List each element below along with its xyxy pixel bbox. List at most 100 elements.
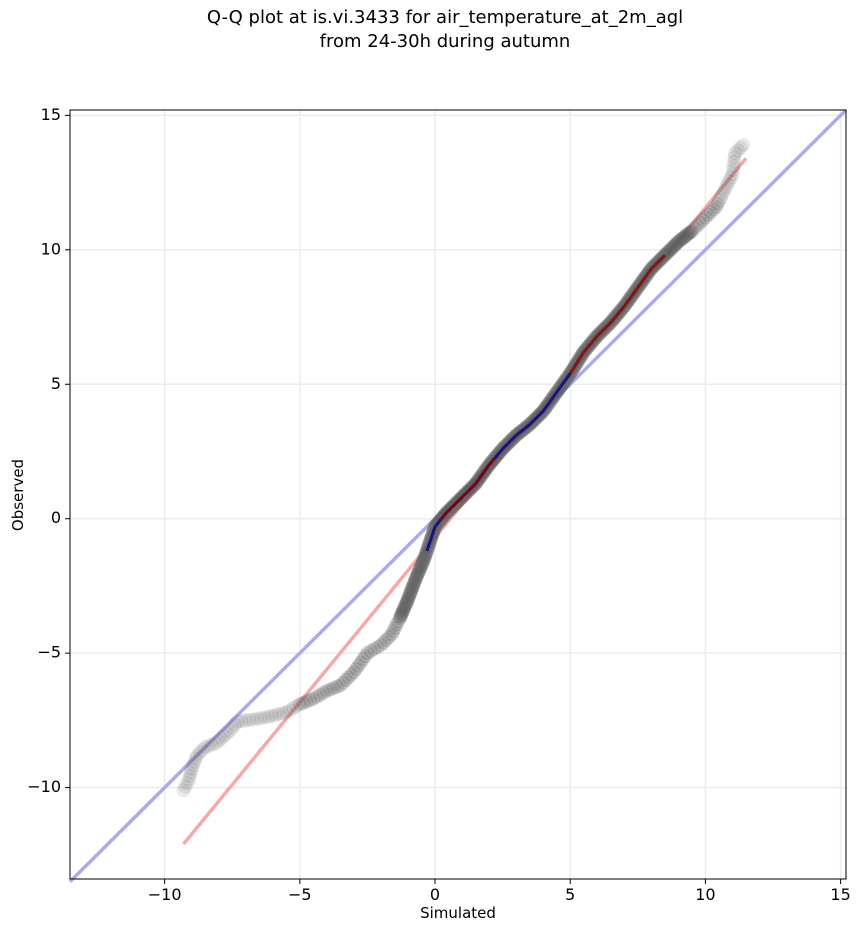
quantile-point: [182, 768, 197, 783]
quantile-point: [726, 158, 741, 173]
quantile-point: [394, 607, 409, 622]
quantile-point: [296, 695, 311, 710]
quantile-point: [710, 196, 725, 211]
quantile-point: [414, 558, 429, 573]
quantile-point: [418, 549, 433, 564]
quantile-point: [397, 600, 412, 615]
quantile-point: [703, 205, 718, 220]
quantile-point: [723, 170, 738, 185]
quantile-point: [672, 233, 687, 248]
quantile-point: [408, 573, 423, 588]
quantile-point: [406, 578, 421, 593]
quantile-point: [668, 237, 683, 252]
quantile-point: [391, 614, 406, 629]
y-tick-label: −10: [27, 777, 61, 796]
quantile-point: [201, 738, 216, 753]
quantile-point: [222, 724, 237, 739]
quantile-point: [414, 557, 429, 572]
chart-title-line-1: Q-Q plot at is.vi.3433 for air_temperatu…: [206, 7, 684, 28]
quantile-point: [416, 554, 431, 569]
quantile-point: [406, 576, 421, 591]
quantile-point: [410, 566, 425, 581]
quantile-point: [417, 550, 432, 565]
quantile-point: [225, 720, 240, 735]
dense-trace-high: [568, 254, 666, 375]
quantile-point: [395, 604, 410, 619]
quantile-point: [338, 673, 353, 688]
quantile-point: [407, 575, 422, 590]
quantile-point: [399, 596, 414, 611]
chart-title-line-2: from 24-30h during autumn: [319, 31, 571, 52]
quantile-point: [674, 232, 689, 247]
quantile-point: [389, 617, 404, 632]
quantile-point: [687, 221, 702, 236]
quantile-point: [715, 186, 730, 201]
quantile-point: [181, 772, 196, 787]
quantile-point: [662, 244, 677, 259]
quantile-point: [413, 560, 428, 575]
quantile-point: [714, 190, 729, 205]
x-tick-label: −10: [148, 885, 182, 904]
quantile-point: [663, 243, 678, 258]
quantile-point: [286, 701, 301, 716]
fit-line: [182, 157, 748, 846]
quantile-point: [690, 218, 705, 233]
quantile-point: [402, 588, 417, 603]
quantile-point: [388, 620, 403, 635]
x-tick-label: 0: [430, 885, 440, 904]
quantile-point: [667, 238, 682, 253]
quantile-point: [367, 642, 382, 657]
quantile-point: [730, 143, 745, 158]
y-tick-label: −5: [37, 643, 61, 662]
quantile-point: [382, 630, 397, 645]
x-tick-label: −5: [288, 885, 312, 904]
quantile-point: [341, 670, 356, 685]
quantile-point: [180, 776, 195, 791]
quantile-point: [178, 779, 193, 794]
quantile-point: [718, 180, 733, 195]
quantile-point: [249, 711, 264, 726]
quantile-point: [680, 227, 695, 242]
quantile-point: [209, 736, 224, 751]
y-tick-label: 15: [41, 105, 61, 124]
quantile-point: [333, 678, 348, 693]
quantile-point: [379, 632, 394, 647]
quantile-point: [678, 229, 693, 244]
quantile-point: [349, 661, 364, 676]
quantile-point: [217, 728, 232, 743]
quantile-point: [246, 712, 261, 727]
quantile-point: [664, 241, 679, 256]
quantile-point: [242, 712, 257, 727]
quantile-point: [684, 223, 699, 238]
quantile-point: [698, 210, 713, 225]
quantile-point: [275, 706, 290, 721]
dense-trace-high: [439, 457, 496, 521]
quantile-point: [392, 611, 407, 626]
quantile-point: [299, 694, 314, 709]
quantile-point: [401, 590, 416, 605]
quantile-point: [183, 765, 198, 780]
quantile-point: [306, 691, 321, 706]
x-tick-label: 5: [565, 885, 575, 904]
quantile-point: [692, 215, 707, 230]
quantile-point: [722, 173, 737, 188]
quantile-point: [405, 579, 420, 594]
quantile-point: [671, 234, 686, 249]
quantile-point: [720, 177, 735, 192]
quantile-point: [736, 137, 751, 152]
quantile-point: [682, 225, 697, 240]
y-axis-ticks: −10 −5 0 5 10 15: [27, 105, 70, 796]
quantile-point: [399, 595, 414, 610]
quantile-point: [409, 570, 424, 585]
quantile-point: [701, 207, 716, 222]
quantile-point: [670, 235, 685, 250]
quantile-point: [404, 583, 419, 598]
quantile-point: [234, 714, 249, 729]
y-tick-label: 0: [51, 508, 61, 527]
quantile-point: [370, 640, 385, 655]
quantile-point: [393, 609, 408, 624]
quantile-point: [665, 240, 680, 255]
quantile-point: [187, 755, 202, 770]
quantile-point: [679, 228, 694, 243]
